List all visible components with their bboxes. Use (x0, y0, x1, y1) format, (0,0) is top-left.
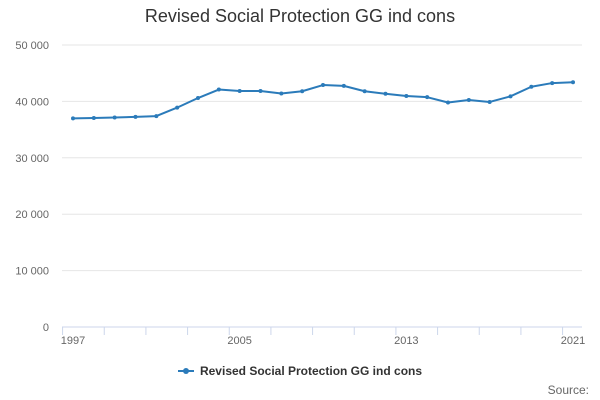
series-line (72, 81, 574, 120)
data-point (175, 105, 180, 110)
y-tick-label: 50 000 (15, 40, 49, 52)
data-point (71, 116, 75, 121)
data-point (425, 95, 430, 100)
data-point (362, 89, 367, 94)
x-tick-label: 2021 (561, 335, 585, 347)
x-tick-label: 2013 (394, 335, 418, 347)
data-point (341, 83, 346, 88)
source-label: Source: (547, 383, 589, 397)
data-point (404, 94, 409, 99)
data-point (112, 115, 117, 120)
data-point (196, 96, 200, 101)
data-point (154, 114, 159, 119)
data-point (571, 80, 575, 85)
y-tick-label: 0 (43, 322, 49, 334)
data-point (446, 100, 450, 105)
data-point (258, 88, 263, 93)
y-tick-label: 20 000 (15, 209, 49, 221)
data-point (216, 87, 221, 92)
chart-title: Revised Social Protection GG ind cons (144, 6, 456, 26)
x-tick-label: 1997 (61, 335, 85, 347)
data-point (133, 114, 138, 119)
data-point (466, 97, 471, 102)
data-point (321, 83, 325, 88)
data-point (383, 91, 388, 96)
data-point (300, 89, 305, 94)
x-tick-label: 2005 (227, 335, 251, 347)
data-point (237, 88, 242, 93)
data-point (91, 116, 96, 121)
y-tick-label: 40 000 (15, 96, 49, 108)
data-point (279, 91, 284, 96)
data-point (487, 99, 492, 104)
y-tick-label: 30 000 (15, 153, 49, 165)
legend-label[interactable]: Revised Social Protection GG ind cons (199, 364, 423, 378)
legend[interactable]: Revised Social Protection GG ind cons (0, 364, 600, 378)
data-point (550, 81, 555, 86)
data-point (529, 84, 534, 89)
legend-swatch-icon (177, 368, 194, 374)
y-tick-label: 10 000 (15, 266, 49, 278)
data-point (508, 94, 513, 99)
